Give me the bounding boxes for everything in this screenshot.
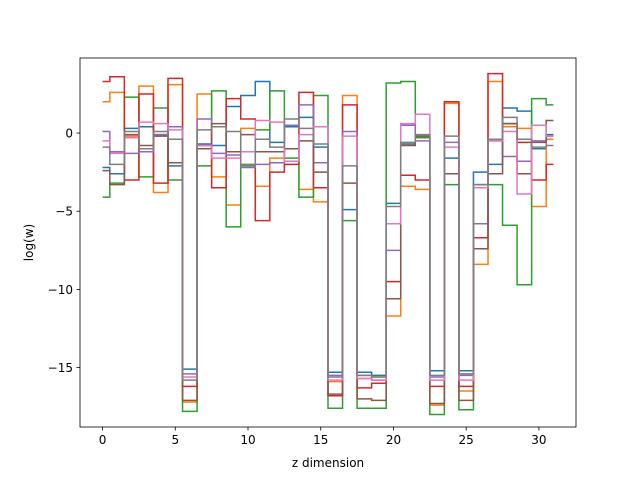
x-tick-label: 10 <box>240 433 255 447</box>
x-tick-label: 0 <box>99 433 107 447</box>
y-tick-label: −10 <box>48 283 73 297</box>
x-tick-label: 15 <box>313 433 328 447</box>
x-tick-label: 20 <box>386 433 401 447</box>
x-axis-ticks: 0 5 10 15 20 25 30 <box>99 427 547 447</box>
y-axis-label: log(w) <box>22 224 36 261</box>
series-line-7 <box>102 116 554 381</box>
series-layer <box>102 72 554 416</box>
x-tick-label: 25 <box>459 433 474 447</box>
series-line-5 <box>102 119 554 405</box>
y-tick-label: −15 <box>48 361 73 375</box>
plot-frame <box>79 57 577 428</box>
x-axis-label: z dimension <box>292 456 364 470</box>
series-line-6 <box>102 113 554 381</box>
y-axis-ticks: 0 −5 −10 −15 <box>48 127 80 375</box>
y-tick-label: 0 <box>65 127 73 141</box>
x-tick-label: 30 <box>531 433 546 447</box>
x-tick-label: 5 <box>171 433 179 447</box>
y-tick-label: −5 <box>55 205 73 219</box>
